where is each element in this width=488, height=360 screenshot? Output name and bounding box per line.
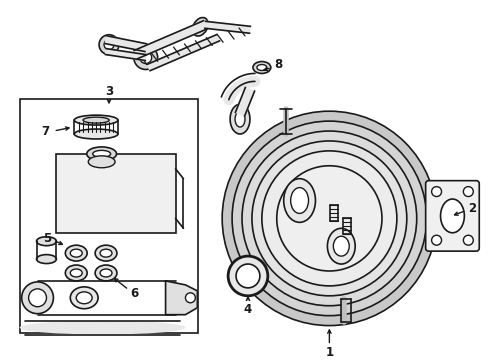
Polygon shape [105,49,146,60]
Ellipse shape [290,188,308,213]
Ellipse shape [83,117,109,123]
Ellipse shape [93,150,110,157]
Text: 5: 5 [43,232,51,245]
Ellipse shape [252,62,270,73]
Bar [56,154,175,233]
Circle shape [99,35,119,55]
Circle shape [242,131,416,306]
Text: 7: 7 [41,125,49,138]
Ellipse shape [74,129,118,139]
Ellipse shape [74,115,118,125]
Ellipse shape [100,249,112,257]
Text: 8: 8 [274,58,282,71]
Circle shape [262,151,396,286]
Ellipse shape [228,256,267,296]
Ellipse shape [20,321,185,334]
Ellipse shape [65,265,87,281]
Ellipse shape [235,111,244,127]
Circle shape [185,293,195,303]
Bar [20,99,198,333]
Circle shape [134,46,157,69]
Ellipse shape [37,237,56,246]
Ellipse shape [256,64,266,71]
Circle shape [463,186,472,197]
Ellipse shape [86,147,116,161]
Circle shape [463,235,472,245]
Ellipse shape [37,255,56,264]
Ellipse shape [76,292,92,304]
Text: 3: 3 [105,85,113,98]
Circle shape [251,141,406,296]
Ellipse shape [100,269,112,277]
Ellipse shape [21,282,53,314]
Ellipse shape [95,245,117,261]
Circle shape [104,40,114,50]
Polygon shape [204,21,250,33]
Ellipse shape [28,289,46,307]
Text: 4: 4 [244,303,252,316]
Ellipse shape [283,179,315,222]
Polygon shape [165,281,197,315]
FancyBboxPatch shape [425,181,478,251]
Ellipse shape [70,249,82,257]
Circle shape [222,111,436,325]
Circle shape [276,166,381,271]
Ellipse shape [333,236,348,256]
Ellipse shape [440,199,464,233]
Polygon shape [134,21,206,59]
Ellipse shape [70,287,98,309]
Polygon shape [105,36,146,51]
Polygon shape [235,87,254,116]
Ellipse shape [70,269,82,277]
Ellipse shape [196,22,204,32]
Text: 6: 6 [130,287,139,300]
Text: 2: 2 [468,202,475,215]
Text: 1: 1 [325,346,333,359]
Circle shape [140,51,151,63]
Circle shape [431,235,441,245]
Ellipse shape [65,245,87,261]
Polygon shape [147,35,219,71]
Ellipse shape [230,104,249,134]
Ellipse shape [88,156,115,168]
Ellipse shape [192,18,208,36]
Ellipse shape [326,228,354,264]
Ellipse shape [95,265,117,281]
Circle shape [431,186,441,197]
Ellipse shape [236,264,259,288]
Circle shape [232,121,426,316]
